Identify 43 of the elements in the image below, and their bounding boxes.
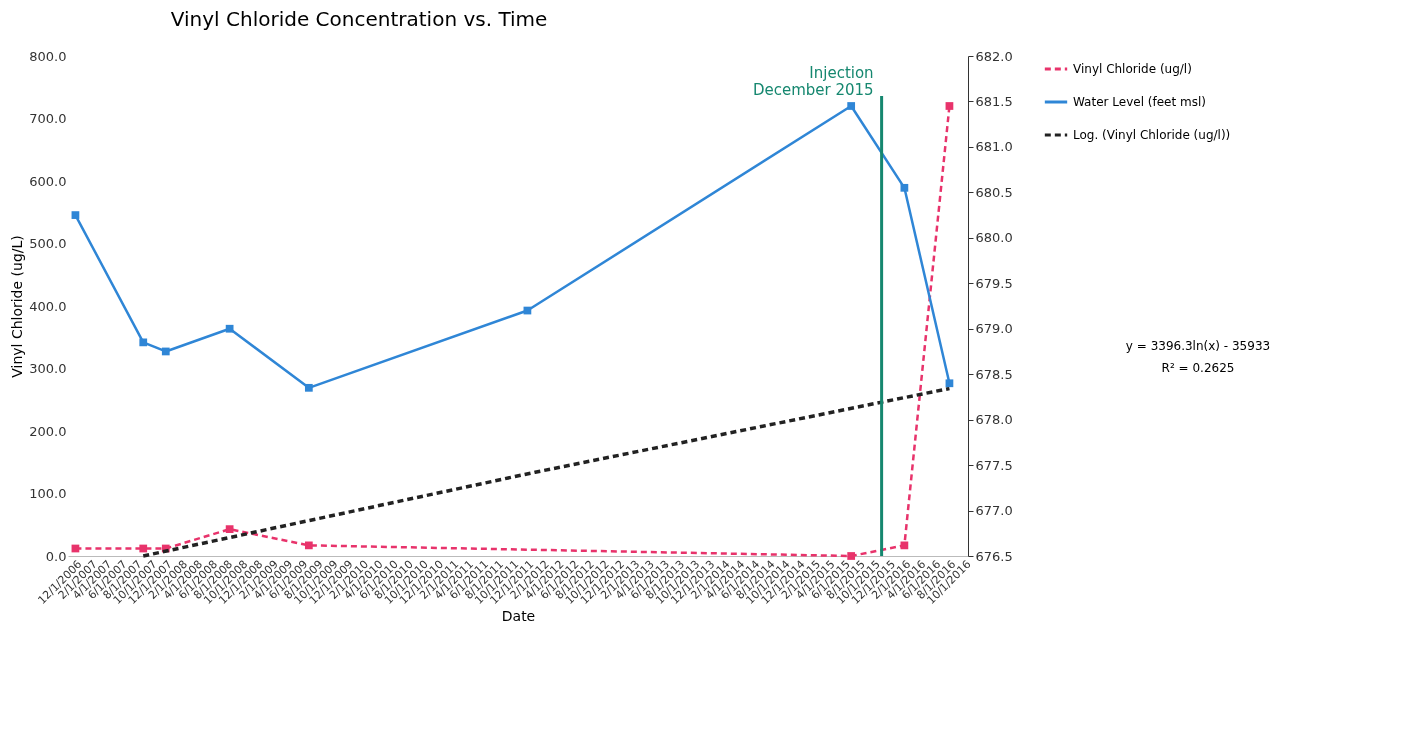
point: [945, 102, 954, 110]
point: [225, 525, 234, 533]
y2-tick-label: 678.5: [975, 366, 1013, 382]
y-tick-label: 300.0: [29, 361, 67, 376]
point: [847, 102, 856, 110]
point: [71, 211, 80, 219]
y2-tick-label: 677.5: [975, 457, 1013, 473]
chart-title: Vinyl Chloride Concentration vs. Time: [170, 7, 548, 31]
ref-line-label: Injection December 2015: [752, 64, 874, 99]
y-tick-label: 700.0: [29, 111, 67, 126]
text: y = 3396.3ln(x) - 35933: [1125, 339, 1271, 353]
y2-tick-label: 681.0: [975, 139, 1013, 155]
point: [945, 379, 954, 388]
y2-tick-label: 682.0: [975, 48, 1013, 64]
y2-tick-label: 681.5: [975, 93, 1013, 109]
y-tick-label: 0.0: [45, 548, 67, 564]
y-tick-label: 500.0: [29, 236, 67, 251]
y-tick-label: 100.0: [29, 486, 67, 501]
point: [847, 552, 856, 560]
y-tick-label: 600.0: [29, 173, 67, 189]
legend-label: Water Level (feet msl): [1073, 95, 1206, 109]
text: R² = 0.2625: [1161, 361, 1235, 375]
point: [225, 324, 234, 333]
point: [139, 338, 148, 347]
point: [304, 383, 313, 392]
point: [161, 347, 170, 356]
y-tick-label: 800.0: [29, 48, 67, 64]
y2-tick-label: 676.5: [975, 548, 1013, 564]
y2-tick-label: 678.0: [975, 412, 1013, 428]
point: [139, 544, 148, 553]
y2-tick-label: 677.0: [975, 503, 1013, 519]
point: [900, 183, 909, 192]
y2-tick-label: 679.5: [975, 275, 1013, 291]
legend-label: Log. (Vinyl Chloride (ug/l)): [1073, 128, 1231, 142]
legend-label: Vinyl Chloride (ug/l): [1073, 62, 1192, 76]
y2-tick-label: 679.0: [975, 321, 1013, 337]
point: [304, 541, 313, 550]
y2-tick-label: 680.0: [975, 230, 1013, 246]
y-axis-title: Vinyl Chloride (ug/L): [9, 235, 26, 378]
x-axis-title: Date: [501, 608, 536, 625]
y2-tick-label: 680.5: [975, 184, 1013, 200]
y-tick-label: 400.0: [29, 298, 67, 314]
y-tick-label: 200.0: [29, 423, 67, 439]
